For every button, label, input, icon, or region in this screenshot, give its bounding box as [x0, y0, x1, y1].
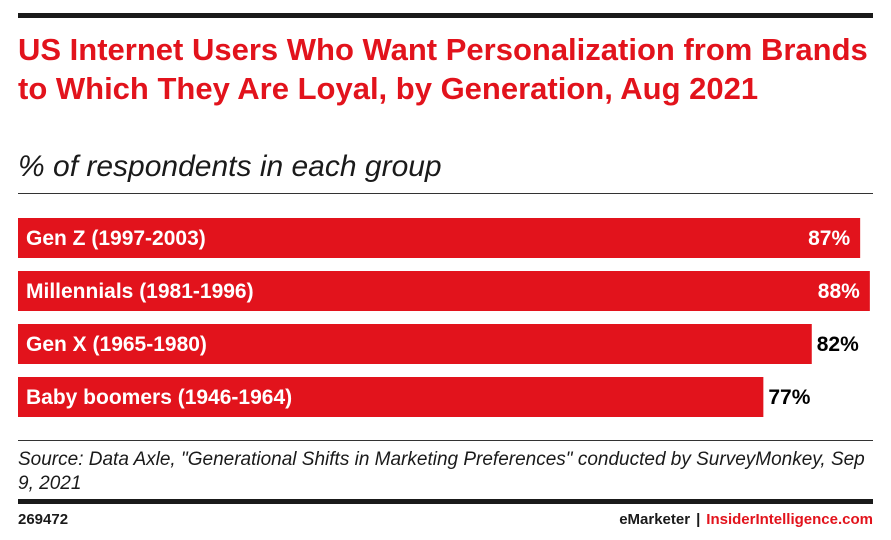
source-note: Source: Data Axle, "Generational Shifts … — [18, 449, 865, 494]
chart-title: US Internet Users Who Want Personalizati… — [18, 32, 868, 106]
bar — [18, 377, 764, 417]
top-rule — [18, 13, 873, 18]
value-label: 87% — [808, 227, 850, 250]
footer-brand: eMarketer | InsiderIntelligence.com — [619, 511, 873, 528]
value-label: 82% — [817, 333, 859, 356]
bar — [18, 218, 861, 258]
source-divider — [18, 440, 873, 441]
category-label: Baby boomers (1946-1964) — [26, 386, 292, 409]
category-label: Gen X (1965-1980) — [26, 333, 207, 356]
chart-subtitle: % of respondents in each group — [18, 150, 442, 183]
bottom-rule — [18, 499, 873, 504]
value-label: 88% — [818, 280, 860, 303]
bar — [18, 271, 870, 311]
category-label: Gen Z (1997-2003) — [26, 227, 206, 250]
bar — [18, 324, 812, 364]
category-label: Millennials (1981-1996) — [26, 280, 254, 303]
header-divider — [18, 193, 873, 194]
footer-separator: | — [696, 511, 701, 528]
chart-id: 269472 — [18, 511, 69, 528]
value-label: 77% — [768, 386, 810, 409]
emarketer-logo-text: eMarketer — [619, 511, 691, 528]
insider-intelligence-link[interactable]: InsiderIntelligence.com — [706, 511, 873, 528]
